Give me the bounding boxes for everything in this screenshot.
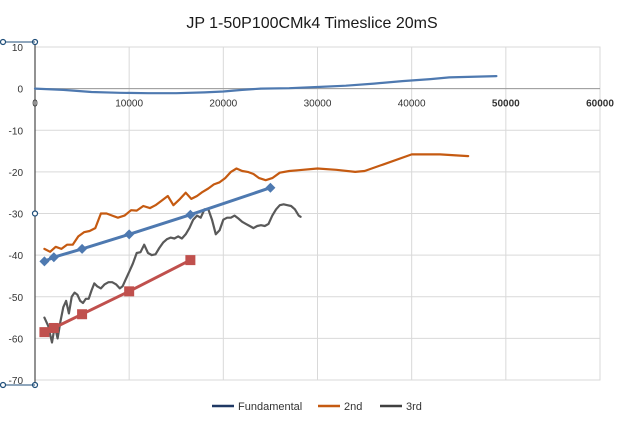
y-tick-label: -10 [9,126,24,137]
diamond-marker [185,209,196,220]
x-tick-label: 10000 [115,99,143,110]
diamond-marker [124,229,135,240]
y-tick-label: 10 [12,43,24,54]
axes: 10 0 -10 -20 -30 -40 -50 -60 -70 0 10000 20000 30000… [9,42,614,387]
diamond-marker [39,256,50,267]
series-line-fundamental [33,74,498,95]
x-tick-label: 0 [32,99,38,110]
y-tick-label: -60 [9,334,24,345]
diamond-marker [265,182,276,193]
y-tick-label: -70 [9,376,24,387]
y-tick-label: -30 [9,210,24,221]
square-marker [124,286,135,297]
x-tick-label: 30000 [304,99,332,110]
y-tick-label: 0 [17,85,23,96]
y-tick-label: -40 [9,251,24,262]
y-tick-label: -20 [9,168,24,179]
selection-handles [0,38,39,389]
x-tick-label: 40000 [398,99,426,110]
series-line-3rd [43,203,302,344]
x-tick-label: 50000 [492,99,520,110]
selection-handle[interactable] [0,38,7,46]
x-tick-label: 20000 [209,99,237,110]
chart-title: JP 1-50P100CMk4 Timeslice 20mS [186,15,437,32]
selection-handle[interactable] [31,210,39,217]
diamond-marker [48,252,59,263]
square-marker [77,309,88,320]
square-marker [39,327,50,338]
square-marker [48,322,59,333]
y-tick-label: -50 [9,293,24,304]
legend-label: Fundamental [238,401,302,413]
selection-handle[interactable] [0,381,7,389]
legend: Fundamental 2nd 3rd [212,401,422,413]
series-layer [33,74,498,344]
series-line-2nd [43,153,470,253]
square-marker [185,255,196,266]
diamond-marker [77,243,88,254]
legend-label: 3rd [406,401,422,413]
legend-label: 2nd [344,401,362,413]
x-tick-label: 60000 [586,99,614,110]
